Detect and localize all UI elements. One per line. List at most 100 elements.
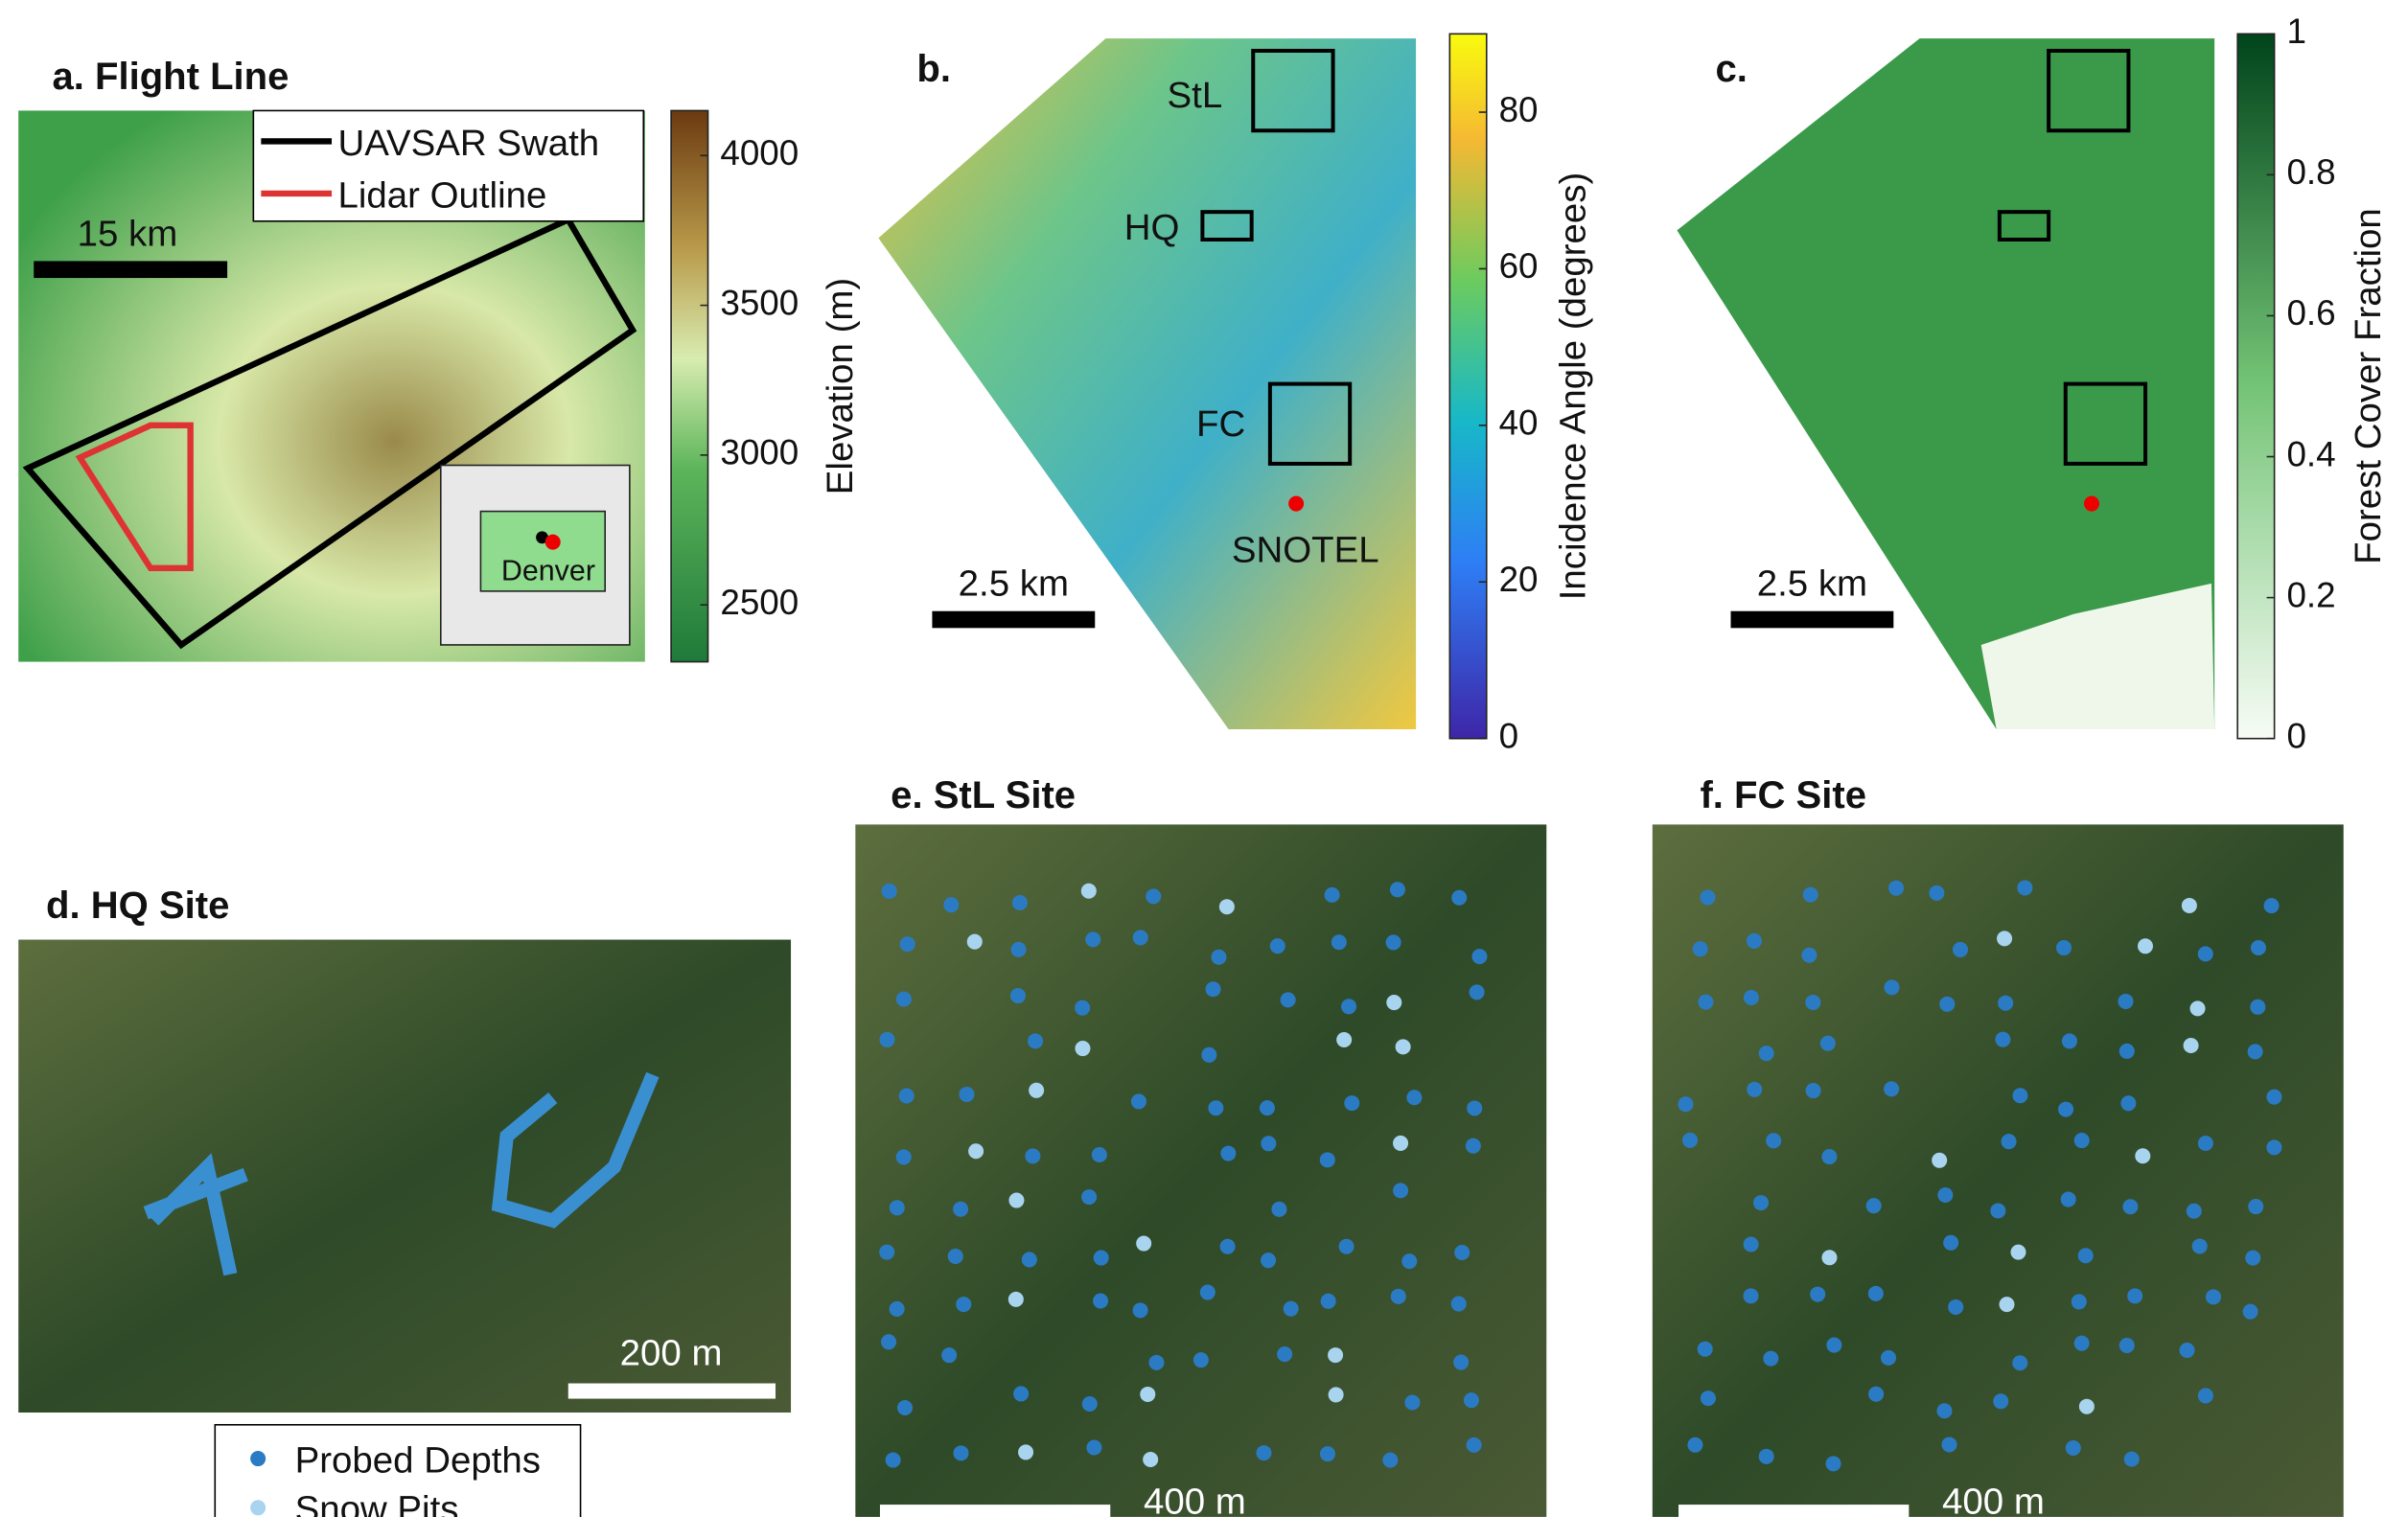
sample-point	[2192, 1238, 2208, 1253]
sample-point	[941, 1347, 957, 1363]
sample-point	[1386, 995, 1401, 1010]
sample-point	[2012, 1088, 2027, 1103]
sample-point	[1993, 1393, 2008, 1409]
sample-point	[1759, 1449, 1774, 1464]
sample-point	[1948, 1299, 1963, 1315]
sample-point	[1821, 1250, 1837, 1265]
sample-point	[2198, 1136, 2213, 1151]
sample-point	[1826, 1456, 1841, 1471]
sample-point	[2062, 1033, 2077, 1048]
sample-point	[1393, 1183, 1408, 1198]
sample-point	[896, 992, 912, 1007]
colorbar-tick-label: 80	[1499, 90, 1539, 129]
sample-point	[1806, 1083, 1821, 1098]
panel-title: c.	[1715, 48, 1747, 90]
sample-point	[1404, 1394, 1420, 1410]
sample-point	[1939, 997, 1955, 1012]
panel-title: e. StL Site	[891, 774, 1076, 816]
site-label: FC	[1196, 403, 1245, 445]
sample-point	[1260, 1100, 1275, 1115]
sample-point	[1929, 885, 1944, 901]
sample-point	[2058, 1102, 2073, 1117]
sample-point	[2074, 1336, 2090, 1351]
sample-point	[1082, 1396, 1098, 1412]
colorbar-tick-label: 0	[1499, 716, 1518, 755]
sample-point	[896, 1149, 912, 1164]
sample-point	[1953, 942, 1968, 957]
sample-point	[1382, 1453, 1398, 1468]
sample-point	[1990, 1203, 2005, 1218]
sample-point	[1271, 1202, 1286, 1217]
legend-label: Snow Pits	[295, 1489, 459, 1517]
sample-point	[2135, 1148, 2150, 1163]
sample-point	[2243, 1304, 2258, 1320]
site-label: StL	[1168, 75, 1223, 116]
colorbar-tick-label: 0	[2286, 716, 2305, 755]
sample-point	[1682, 1133, 1698, 1148]
sample-point	[1008, 1193, 1024, 1208]
sample-point	[1341, 999, 1356, 1014]
sample-point	[1701, 1391, 1716, 1406]
sample-point	[1012, 895, 1028, 910]
sample-point	[2002, 1134, 2017, 1149]
sample-point	[1464, 1392, 1479, 1408]
sample-point	[2251, 940, 2266, 955]
sample-point	[1146, 888, 1161, 904]
sample-point	[1010, 988, 1026, 1003]
site-label: HQ	[1124, 207, 1180, 248]
sample-point	[1339, 1239, 1354, 1254]
sample-point	[2017, 880, 2032, 895]
sample-point	[1081, 1189, 1097, 1205]
sample-point	[2187, 1204, 2202, 1219]
colorbar-tick-label: 0.4	[2286, 434, 2335, 473]
sample-point	[1328, 1347, 1343, 1363]
sample-point	[1401, 1253, 1417, 1269]
sample-point	[1471, 949, 1487, 964]
sample-point	[1821, 1149, 1837, 1164]
sample-point	[1329, 1387, 1344, 1402]
sample-point	[1277, 1346, 1292, 1362]
sample-point	[1451, 1297, 1467, 1312]
panel-title: b.	[916, 48, 951, 90]
sample-point	[897, 1400, 913, 1415]
sample-point	[2264, 898, 2280, 913]
panel-title: d. HQ Site	[46, 885, 229, 927]
sample-point	[1201, 1047, 1216, 1063]
sample-point	[1743, 1288, 1758, 1303]
sample-point	[1763, 1351, 1778, 1367]
sample-point	[1881, 1350, 1896, 1366]
colorbar-tick-label: 2500	[720, 583, 799, 622]
colorbar-tick-label: 0.6	[2286, 293, 2335, 333]
sample-point	[2127, 1288, 2142, 1303]
sample-point	[1092, 1147, 1107, 1162]
sample-point	[1747, 1082, 1762, 1097]
sample-point	[1744, 1237, 1759, 1253]
sample-point	[968, 1143, 984, 1159]
sample-point	[2266, 1090, 2281, 1105]
sample-point	[953, 1445, 968, 1460]
sample-point	[2072, 1294, 2087, 1309]
sample-point	[1200, 1285, 1216, 1300]
sample-point	[879, 1032, 894, 1047]
sample-point	[1406, 1090, 1422, 1105]
sample-point	[1698, 1342, 1713, 1357]
sample-point	[1391, 1289, 1406, 1304]
sample-point	[2266, 1139, 2281, 1155]
sample-point	[2056, 940, 2072, 955]
scale-label: 200 m	[620, 1332, 723, 1373]
sample-point	[1810, 1287, 1825, 1302]
sample-point	[1747, 933, 1762, 949]
sample-point	[2119, 1044, 2135, 1059]
colorbar-tick-label: 3500	[720, 283, 799, 322]
sample-point	[2119, 1338, 2135, 1353]
sample-point	[1075, 1041, 1090, 1056]
sample-point	[2138, 938, 2153, 954]
sample-point	[1261, 1136, 1276, 1151]
sample-point	[1208, 1100, 1223, 1115]
sample-point	[2184, 1038, 2199, 1053]
scale-bar	[1679, 1505, 1909, 1517]
sample-point	[1820, 1036, 1836, 1051]
scale-label: 400 m	[1144, 1482, 1246, 1517]
scale-label: 15 km	[78, 213, 178, 254]
panel-title: a. Flight Line	[52, 56, 289, 98]
